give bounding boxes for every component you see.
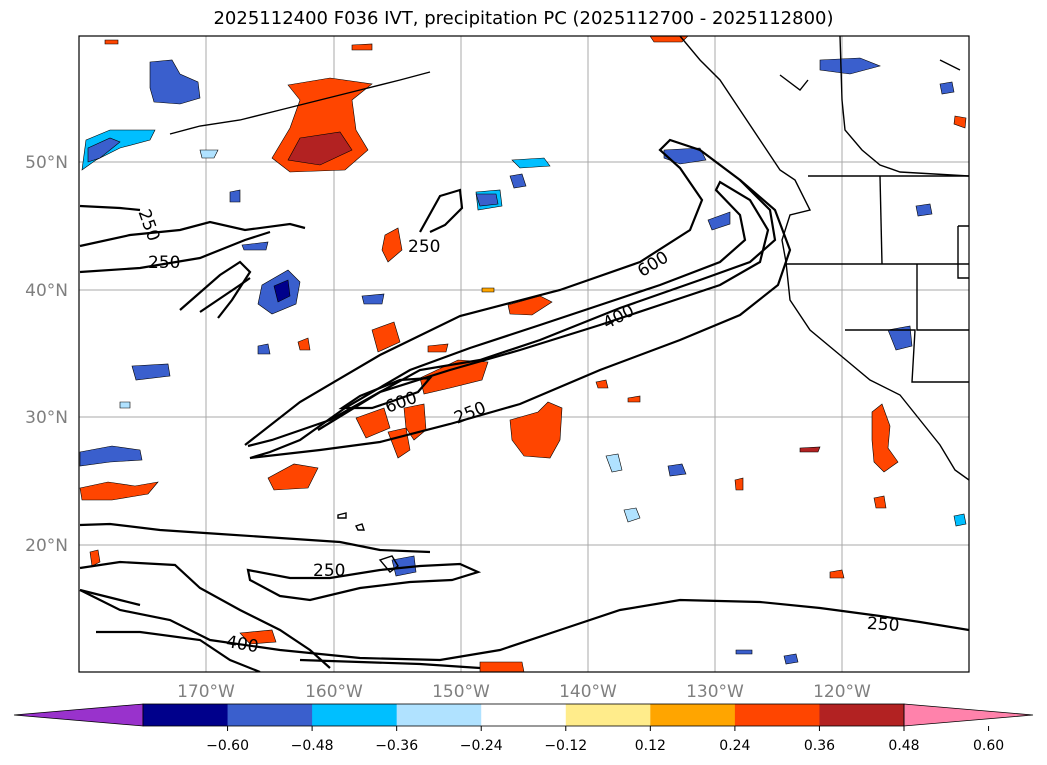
lon-label: 170°W <box>177 682 235 702</box>
precip-negative-anomalies <box>79 57 967 665</box>
colorbar-tick-label: −0.12 <box>544 738 587 754</box>
colorbar-tick-label: 0.48 <box>888 738 919 754</box>
lon-label: 120°W <box>813 682 871 702</box>
colorbar-segment <box>565 704 651 726</box>
lon-label: 160°W <box>305 682 363 702</box>
lon-label: 130°W <box>686 682 744 702</box>
lat-label: 50°N <box>25 153 68 173</box>
colorbar-tick-label: −0.60 <box>206 738 249 754</box>
lat-label: 40°N <box>25 281 68 301</box>
colorbar-segments <box>143 704 905 726</box>
map-frame <box>78 35 970 673</box>
colorbar-extend-right <box>903 703 1034 727</box>
contour-label: 250 <box>148 253 180 273</box>
lon-label: 150°W <box>432 682 490 702</box>
lat-label: 30°N <box>25 408 68 428</box>
colorbar-tick-label: 0.12 <box>635 738 666 754</box>
map-title: 2025112400 F036 IVT, precipitation PC (2… <box>213 8 834 29</box>
lat-label: 20°N <box>25 536 68 556</box>
colorbar-segment <box>650 704 736 726</box>
colorbar-tick-label: 0.24 <box>719 738 750 754</box>
lon-label: 140°W <box>559 682 617 702</box>
colorbar-segment <box>734 704 820 726</box>
colorbar-tick-label: 0.60 <box>973 738 1004 754</box>
longitude-labels: 170°W 160°W 150°W 140°W 130°W 120°W <box>177 682 871 702</box>
coastlines <box>169 36 969 573</box>
colorbar-extend-left <box>13 703 144 727</box>
contour-label: 250 <box>313 561 345 581</box>
precip-positive-anomalies <box>79 36 967 672</box>
colorbar-segment <box>396 704 482 726</box>
colorbar-segment <box>819 704 905 726</box>
map-panel: 250 250 250 600 400 600 250 250 400 250 <box>78 35 970 673</box>
colorbar-segment <box>312 704 398 726</box>
colorbar-tick-label: −0.24 <box>460 738 503 754</box>
contour-label: 250 <box>408 237 440 257</box>
colorbar-ticks: −0.60 −0.48 −0.36 −0.24 −0.12 0.12 0.24 0.36 0.4… <box>206 726 1004 754</box>
colorbar-segment <box>481 704 567 726</box>
colorbar-segment <box>227 704 313 726</box>
contour-label: 250 <box>866 614 900 636</box>
colorbar-tick-label: 0.36 <box>804 738 835 754</box>
colorbar-segment <box>143 704 229 726</box>
ivt-contours <box>79 138 969 672</box>
colorbar-tick-label: −0.48 <box>291 738 334 754</box>
latitude-labels: 50°N 40°N 30°N 20°N <box>25 153 68 556</box>
colorbar-tick-label: −0.36 <box>375 738 418 754</box>
colorbar: −0.60 −0.48 −0.36 −0.24 −0.12 0.12 0.24 0.36 0.4… <box>13 703 1034 754</box>
